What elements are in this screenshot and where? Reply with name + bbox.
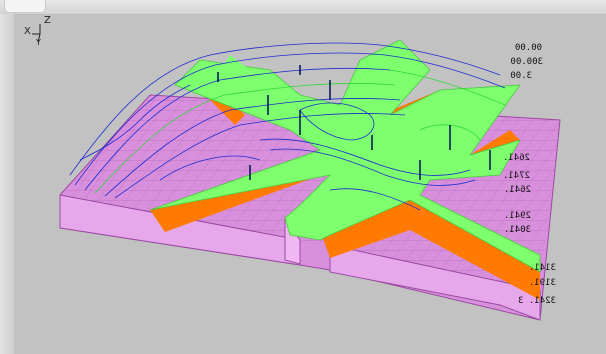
top-bar xyxy=(0,0,606,15)
elev-label: 2941. xyxy=(504,211,531,221)
tab-stub[interactable] xyxy=(4,0,46,13)
left-panel-edge xyxy=(0,14,14,354)
elev-label: 2641. xyxy=(503,153,530,163)
terrain-surface xyxy=(149,39,541,273)
contour-lines xyxy=(69,42,506,211)
borehole-markers[interactable] xyxy=(217,65,491,180)
axis-x-label: X xyxy=(24,26,31,37)
elev-label: 3041. xyxy=(504,225,531,235)
elevation-labels: 00.00 300.00 3.00 2641. 2741. 2641. 2941… xyxy=(503,43,556,306)
elev-label: 2741. xyxy=(503,171,530,181)
elev-label: 2641. xyxy=(504,185,531,195)
elev-label: 3191. xyxy=(529,278,556,288)
elev-label: 00.00 xyxy=(515,43,542,53)
axis-z-label: Z xyxy=(44,15,51,26)
elev-label: 3241. 3 xyxy=(518,296,556,306)
elev-label: 300.00 xyxy=(510,57,543,67)
axis-lines-icon xyxy=(32,24,41,43)
axis-y-label: Y xyxy=(36,38,41,47)
elev-label: 3141. xyxy=(529,263,556,273)
elev-label: 3.00 xyxy=(510,71,532,81)
